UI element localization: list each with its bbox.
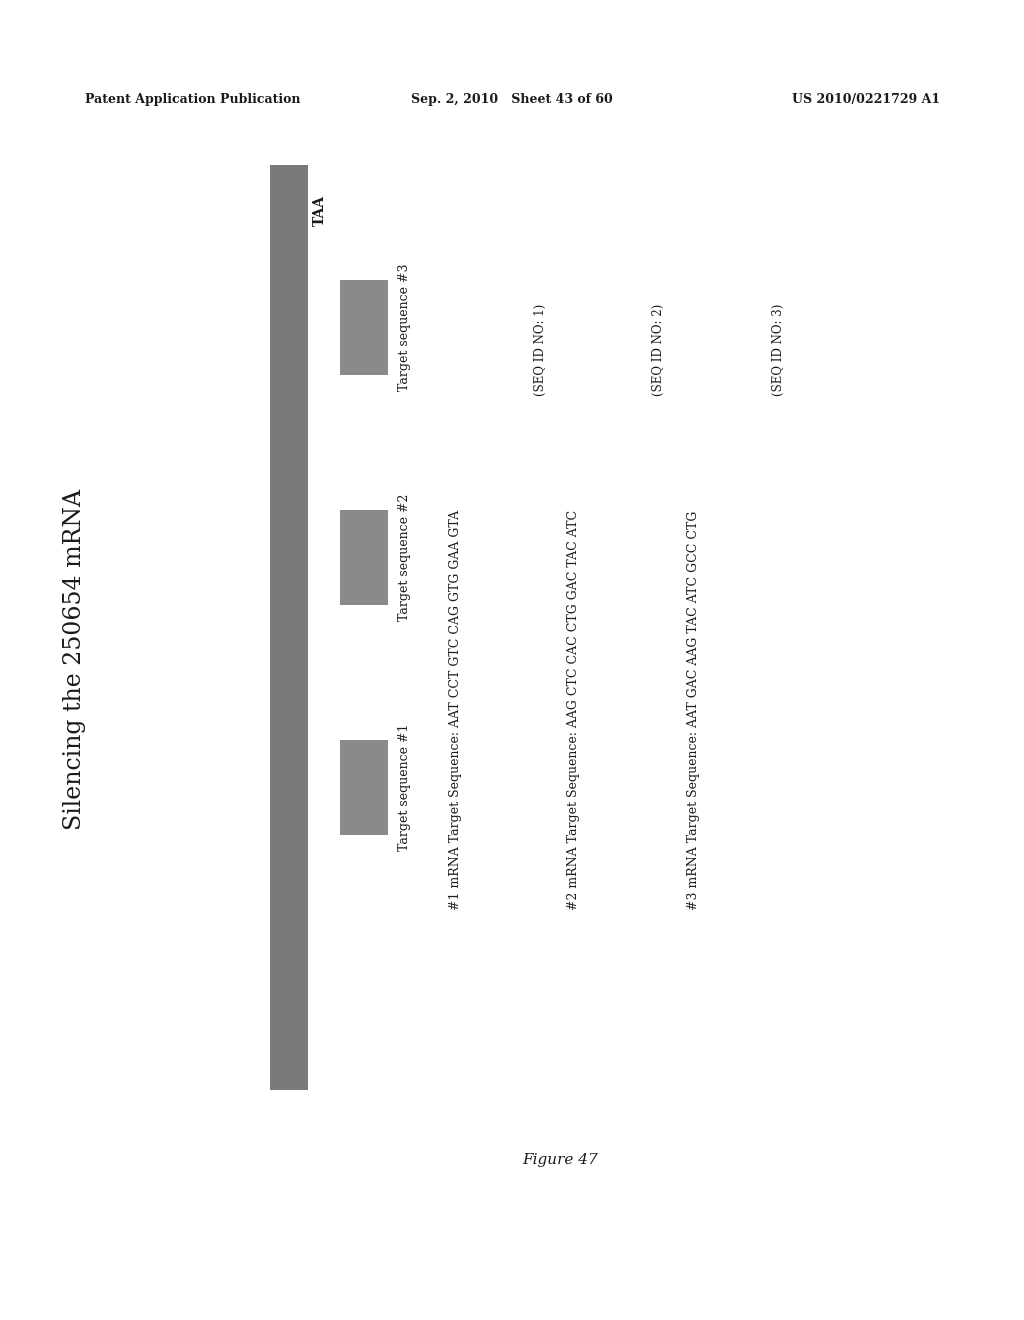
Bar [340,280,388,375]
Text: #1 mRNA Target Sequence: AAT CCT GTC CAG GTG GAA GTA: #1 mRNA Target Sequence: AAT CCT GTC CAG… [449,510,462,909]
Text: TAA: TAA [313,194,327,226]
Text: Target sequence #3: Target sequence #3 [398,264,411,391]
Text: Target sequence #2: Target sequence #2 [398,494,411,622]
Bar [270,165,308,1090]
Text: #3 mRNA Target Sequence: AAT GAC AAG TAC ATC GCC CTG: #3 mRNA Target Sequence: AAT GAC AAG TAC… [686,511,699,909]
Text: Target sequence #1: Target sequence #1 [398,723,411,851]
Text: Patent Application Publication: Patent Application Publication [85,94,300,107]
Bar [340,510,388,605]
Text: Sep. 2, 2010   Sheet 43 of 60: Sep. 2, 2010 Sheet 43 of 60 [411,94,613,107]
Text: #2 mRNA Target Sequence: AAG CTC CAC CTG GAC TAC ATC: #2 mRNA Target Sequence: AAG CTC CAC CTG… [566,510,580,909]
Text: (SEQ ID NO: 3): (SEQ ID NO: 3) [771,304,784,396]
Text: US 2010/0221729 A1: US 2010/0221729 A1 [792,94,940,107]
Text: Figure 47: Figure 47 [522,1152,598,1167]
Bar [340,741,388,836]
Text: (SEQ ID NO: 2): (SEQ ID NO: 2) [651,304,665,396]
Text: (SEQ ID NO: 1): (SEQ ID NO: 1) [534,304,547,396]
Text: Silencing the 250654 mRNA: Silencing the 250654 mRNA [63,490,86,830]
